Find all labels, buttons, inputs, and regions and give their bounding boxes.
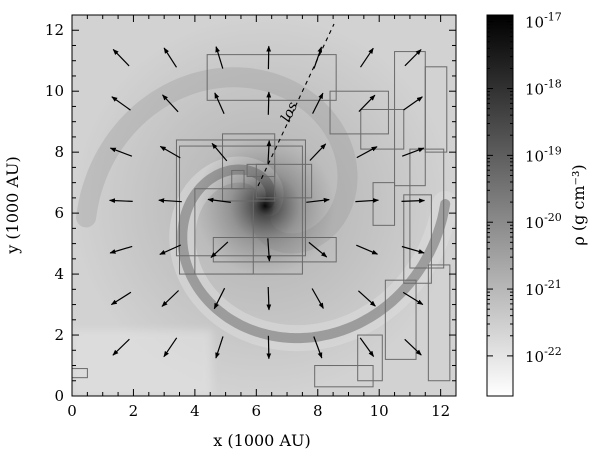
velocity-arrow	[404, 49, 422, 67]
amr-box	[384, 279, 417, 360]
velocity-arrow	[266, 140, 272, 164]
x-tick-label: 10	[370, 402, 389, 420]
velocity-arrow	[109, 198, 133, 204]
amr-box	[72, 368, 88, 379]
velocity-arrow	[306, 197, 330, 203]
y-axis-label: y (1000 AU)	[3, 156, 22, 254]
amr-box	[329, 90, 389, 135]
velocity-arrow	[211, 142, 228, 162]
velocity-arrow	[207, 197, 231, 203]
x-axis-label: x (1000 AU)	[213, 431, 310, 450]
velocity-arrow	[163, 47, 178, 68]
amr-box	[424, 66, 448, 153]
colorbar-tick-label: 10-18	[525, 78, 562, 99]
amr-box	[179, 145, 303, 275]
velocity-arrow	[161, 290, 180, 307]
velocity-arrow	[215, 336, 224, 359]
y-tick-label: 10	[45, 82, 64, 100]
colorbar-tick-label: 10-19	[525, 144, 562, 165]
velocity-arrow	[159, 244, 182, 255]
los-line	[257, 23, 335, 187]
amr-box	[427, 264, 451, 382]
plot-frame	[71, 14, 457, 397]
velocity-arrow	[266, 335, 272, 360]
x-tick-label: 12	[431, 402, 450, 420]
velocity-arrow	[359, 337, 375, 357]
velocity-arrow	[308, 241, 328, 258]
velocity-arrow	[401, 245, 425, 254]
velocity-arrow	[356, 244, 379, 255]
y-tick-label: 8	[54, 143, 64, 161]
y-tick-label: 4	[54, 265, 64, 283]
velocity-arrow	[313, 46, 323, 69]
line-of-sight: los	[257, 23, 335, 187]
velocity-arrow	[313, 336, 323, 359]
velocity-arrow	[403, 96, 423, 111]
velocity-arrow	[266, 238, 272, 262]
amr-box	[372, 182, 396, 226]
colorbar-ticks: 10-17 10-18 10-19 10-20 10-21 10-22	[487, 11, 562, 366]
velocity-arrow	[266, 286, 272, 311]
amr-box	[314, 365, 374, 388]
velocity-arrow	[360, 47, 374, 68]
velocity-arrow	[312, 92, 324, 114]
amr-box	[360, 108, 405, 150]
velocity-arrow	[213, 287, 226, 310]
amr-box	[212, 237, 337, 263]
velocity-arrow	[401, 198, 426, 204]
velocity-arrow	[163, 337, 178, 358]
amr-box	[206, 54, 337, 101]
colorbar-tick-label: 10-17	[525, 11, 562, 32]
x-tick-label: 4	[190, 402, 200, 420]
x-tick-label: 6	[252, 402, 262, 420]
velocity-arrow	[158, 198, 182, 203]
velocity-arrow	[357, 290, 376, 307]
axis-ticks: 0 2 4 6 8 10 12 0 2 4 6 8 10 12	[45, 14, 457, 420]
amr-box	[255, 163, 313, 199]
colorbar-label: ρ (g cm⁻³)	[569, 164, 588, 245]
los-label: los	[278, 100, 301, 125]
amr-box	[409, 148, 445, 269]
colorbar	[486, 14, 514, 397]
velocity-arrow	[402, 291, 424, 306]
y-tick-label: 12	[45, 21, 64, 39]
x-tick-label: 2	[129, 402, 139, 420]
density-left-fade	[72, 330, 212, 396]
velocity-arrow	[215, 46, 224, 69]
velocity-arrow	[358, 94, 376, 113]
y-tick-label: 2	[54, 326, 64, 344]
density-core	[195, 136, 335, 276]
velocity-arrow	[210, 241, 229, 258]
velocity-arrow	[159, 145, 181, 159]
velocity-arrows	[109, 45, 426, 360]
velocity-arrow	[311, 288, 324, 309]
velocity-arrow	[266, 91, 272, 115]
amr-boxes	[72, 51, 451, 388]
y-tick-label: 6	[54, 204, 64, 222]
velocity-arrow	[162, 94, 179, 113]
velocity-arrow	[309, 143, 327, 161]
colorbar-tick-label: 10-20	[525, 211, 562, 232]
velocity-arrow	[111, 96, 131, 111]
velocity-arrow	[112, 338, 130, 356]
velocity-arrow	[110, 291, 132, 306]
colorbar-tick-label: 10-22	[525, 345, 562, 366]
velocity-arrow	[355, 198, 379, 203]
colorbar-tick-label: 10-21	[525, 278, 562, 299]
x-tick-label: 0	[67, 402, 77, 420]
velocity-arrow	[214, 92, 225, 115]
velocity-arrow	[112, 48, 130, 67]
amr-box	[357, 334, 383, 382]
velocity-arrow	[404, 338, 422, 356]
velocity-arrow	[109, 245, 133, 254]
y-tick-label: 0	[54, 387, 64, 405]
velocity-arrow	[109, 147, 133, 157]
velocity-arrow	[401, 147, 425, 157]
velocity-arrow	[356, 146, 378, 159]
amr-box	[403, 194, 432, 284]
amr-box	[231, 169, 245, 190]
x-tick-label: 8	[313, 402, 323, 420]
